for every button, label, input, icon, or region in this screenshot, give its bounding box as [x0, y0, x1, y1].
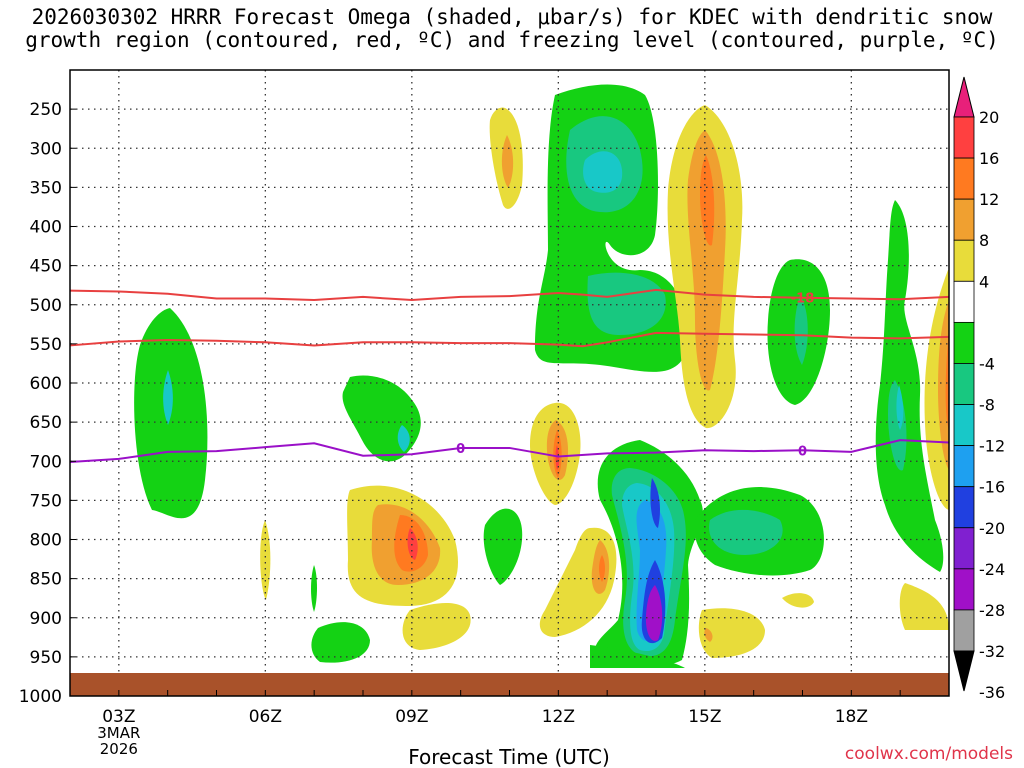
colorbar-label-1: 16	[979, 149, 999, 168]
freezing-level-line	[69, 439, 950, 464]
colorbar-label-6: -8	[979, 396, 995, 415]
omega-core-13z-c	[587, 272, 666, 335]
y-axis: 250 300 350 400 450 500 550 600 650 700 750 800 850 9…	[19, 100, 76, 707]
colorbar-top-arrow	[953, 76, 975, 118]
omega-shading	[134, 84, 949, 668]
omega-pos-10z-low	[402, 603, 471, 650]
colorbar-bin-12	[953, 609, 975, 652]
omega-core-14z	[645, 585, 663, 641]
colorbar-label-12: -32	[979, 642, 1005, 661]
dendritic-line-1	[69, 331, 950, 348]
omega-core-08z	[397, 425, 410, 452]
xtick-label-03Z: 03Z	[102, 707, 135, 727]
ytick-label-700: 700	[30, 452, 62, 472]
colorbar-label-5: -4	[979, 354, 995, 373]
omega-region-08z	[342, 375, 421, 462]
omega-pos-20z-low	[899, 583, 949, 630]
colorbar-bin-6	[953, 363, 975, 405]
title-line-2: growth region (contoured, red, ºC) and f…	[25, 28, 999, 52]
colorbar-label-10: -24	[979, 560, 1005, 579]
gridlines	[70, 70, 949, 696]
freezing-level-line-label: 0	[798, 444, 807, 459]
ytick-label-250: 250	[30, 100, 62, 120]
omega-pos-15z-2	[687, 130, 726, 391]
xtick-label-12Z: 12Z	[542, 707, 575, 727]
omega-pos-12z-4	[555, 445, 560, 470]
omega-pos-11z-2	[501, 135, 514, 188]
ytick-label-650: 650	[30, 413, 62, 433]
ytick-label-900: 900	[30, 609, 62, 629]
colorbar-bottom-arrow	[953, 650, 975, 692]
colorbar-bin-2	[953, 198, 975, 241]
colorbar-bin-5	[953, 321, 975, 364]
colorbar-label-4: 4	[979, 272, 989, 291]
colorbar-bin-3	[953, 239, 975, 282]
ytick-label-1000: 1000	[19, 687, 62, 707]
omega-core-19z-b	[896, 385, 904, 430]
colorbar-bin-4	[953, 280, 975, 323]
omega-pos-17z-low	[782, 593, 814, 608]
colorbar-label-7: -12	[979, 437, 1005, 456]
omega-core-13z-b	[583, 151, 623, 193]
date-label-1: 2026	[100, 740, 138, 758]
omega-pos-15z-3	[700, 155, 715, 246]
ytick-label-950: 950	[30, 648, 62, 668]
colorbar-label-9: -20	[979, 519, 1005, 538]
omega-core-17z	[794, 295, 808, 365]
ytick-label-550: 550	[30, 335, 62, 355]
colorbar-label-13: -36	[979, 683, 1005, 702]
title-line-1: 2026030302 HRRR Forecast Omega (shaded, …	[31, 5, 993, 29]
omega-pos-13z-3	[599, 555, 605, 582]
dendritic-line-0	[69, 288, 950, 302]
omega-core-16z	[709, 509, 783, 555]
ytick-label-750: 750	[30, 491, 62, 511]
omega-pos-15z-low	[698, 608, 765, 658]
ytick-label-800: 800	[30, 531, 62, 551]
x-axis-label: Forecast Time (UTC)	[408, 745, 610, 768]
omega-core-04z	[163, 370, 173, 425]
ground-strip	[70, 673, 949, 696]
omega-pos-20z-3	[945, 330, 949, 430]
ytick-label-850: 850	[30, 570, 62, 590]
colorbar-label-8: -16	[979, 478, 1005, 497]
omega-region-07z	[311, 565, 317, 612]
chart-title: 2026030302 HRRR Forecast Omega (shaded, …	[0, 6, 1024, 52]
contour-lines: -18 0 0	[69, 288, 950, 464]
colorbar-label-0: 20	[979, 108, 999, 127]
xtick-label-06Z: 06Z	[249, 707, 282, 727]
ytick-label-400: 400	[30, 218, 62, 238]
xtick-label-09Z: 09Z	[395, 707, 428, 727]
omega-region-sfc	[590, 645, 685, 668]
xtick-label-15Z: 15Z	[688, 707, 721, 727]
ytick-label-500: 500	[30, 296, 62, 316]
watermark: coolwx.com/models	[845, 744, 1013, 764]
colorbar: 20 16 12 8 4 -4 -8 -12 -16 -20 -24 -28 -32 -36	[953, 76, 1005, 702]
colorbar-bin-0	[953, 116, 975, 159]
colorbar-label-2: 12	[979, 190, 999, 209]
ytick-label-450: 450	[30, 257, 62, 277]
colorbar-label-3: 8	[979, 231, 989, 250]
colorbar-bin-9	[953, 486, 975, 529]
omega-pos-15z-low-2	[704, 628, 713, 642]
colorbar-label-11: -28	[979, 601, 1005, 620]
omega-pos-09z-4	[407, 528, 418, 560]
ytick-label-300: 300	[30, 139, 62, 159]
xtick-label-18Z: 18Z	[835, 707, 868, 727]
colorbar-bin-7	[953, 404, 975, 447]
colorbar-bin-8	[953, 445, 975, 488]
dendritic-line-0-label: -18	[791, 292, 815, 307]
omega-region-19z	[875, 200, 944, 572]
ytick-label-600: 600	[30, 374, 62, 394]
omega-region-08z-low	[311, 622, 370, 663]
freezing-level-line-label: 0	[456, 442, 465, 457]
colorbar-bin-11	[953, 568, 975, 611]
colorbar-bin-1	[953, 157, 975, 200]
ytick-label-350: 350	[30, 178, 62, 198]
omega-pos-20z-2	[938, 300, 949, 470]
colorbar-bin-10	[953, 527, 975, 570]
omega-region-11z-low	[483, 508, 523, 585]
date-label-0: 3MAR	[97, 724, 140, 742]
